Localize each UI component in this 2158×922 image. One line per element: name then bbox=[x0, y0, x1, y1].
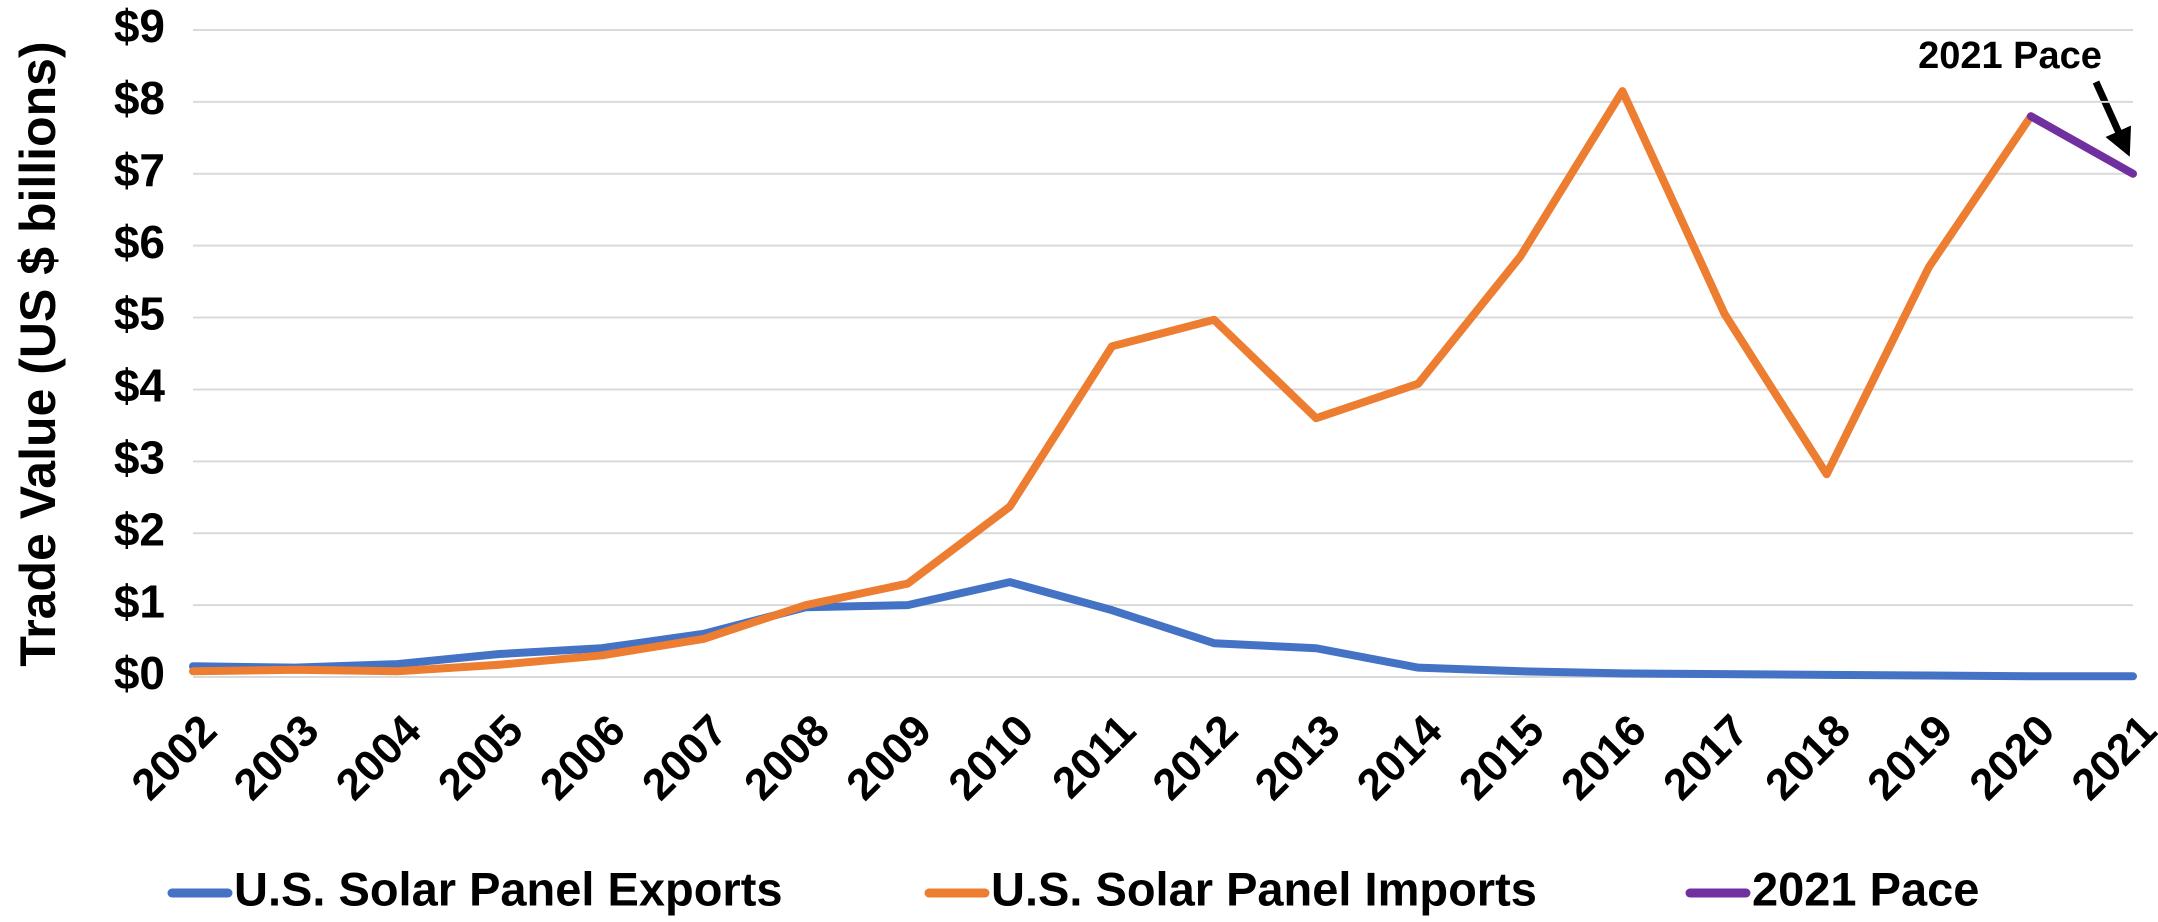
y-tick-label: $7 bbox=[114, 144, 165, 196]
x-tick-label: 2019 bbox=[1858, 706, 1962, 810]
series-line bbox=[2026, 112, 2137, 178]
x-tick-label: 2002 bbox=[122, 706, 226, 810]
x-tick-label: 2005 bbox=[429, 706, 533, 810]
y-tick-label: $4 bbox=[114, 360, 166, 412]
legend-label: 2021 Pace bbox=[1752, 862, 1979, 915]
x-tick-label: 2003 bbox=[225, 706, 329, 810]
legend-label: U.S. Solar Panel Exports bbox=[234, 862, 783, 915]
x-tick-label: 2016 bbox=[1552, 706, 1656, 810]
series-line bbox=[189, 87, 2035, 676]
y-tick-label: $2 bbox=[114, 503, 165, 555]
y-axis-label: Trade Value (US $ billions) bbox=[10, 41, 66, 666]
y-tick-label: $8 bbox=[114, 72, 165, 124]
x-tick-label: 2008 bbox=[735, 706, 839, 810]
y-tick-label: $1 bbox=[114, 575, 165, 627]
x-tick-label: 2020 bbox=[1960, 706, 2064, 810]
x-tick-label: 2018 bbox=[1756, 706, 1860, 810]
y-tick-label: $0 bbox=[114, 647, 165, 699]
x-tick-label: 2009 bbox=[837, 706, 941, 810]
x-tick-label: 2004 bbox=[327, 705, 431, 809]
annotation-arrow bbox=[2092, 80, 2131, 157]
x-tick-label: 2015 bbox=[1450, 706, 1554, 810]
x-tick-label: 2011 bbox=[1043, 706, 1145, 808]
x-tick-label: 2012 bbox=[1143, 706, 1247, 810]
x-tick-label: 2021 bbox=[2062, 706, 2158, 810]
x-tick-label: 2014 bbox=[1348, 705, 1452, 809]
x-tick-label: 2010 bbox=[939, 706, 1043, 810]
y-tick-label: $9 bbox=[114, 0, 165, 52]
y-tick-label: $6 bbox=[114, 216, 165, 268]
legend-label: U.S. Solar Panel Imports bbox=[991, 862, 1537, 915]
x-tick-label: 2017 bbox=[1654, 706, 1758, 810]
series-line bbox=[189, 578, 2137, 681]
y-tick-label: $5 bbox=[114, 288, 165, 340]
x-tick-label: 2006 bbox=[531, 706, 635, 810]
annotation: 2021 Pace bbox=[1918, 35, 2102, 77]
x-tick-label: 2013 bbox=[1246, 706, 1350, 810]
x-tick-label: 2007 bbox=[633, 706, 737, 810]
y-tick-label: $3 bbox=[114, 431, 165, 483]
